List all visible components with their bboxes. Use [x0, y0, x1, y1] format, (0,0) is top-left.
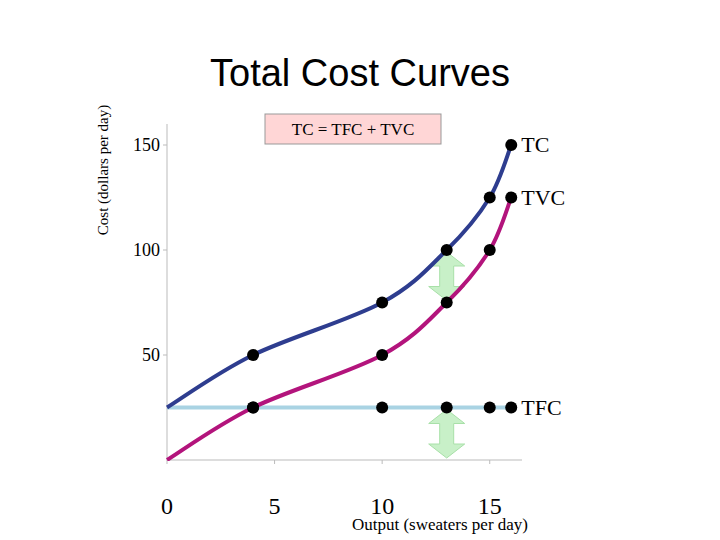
x-tick — [489, 460, 490, 464]
plot-area — [167, 139, 517, 460]
x-tick-label: 10 — [370, 493, 394, 519]
series-line — [167, 406, 511, 410]
series-marker — [247, 402, 259, 414]
series-label: TVC — [521, 185, 565, 210]
x-tick-label: 0 — [161, 493, 173, 519]
series-line — [167, 145, 511, 408]
series-marker — [484, 244, 496, 256]
series-marker — [484, 402, 496, 414]
title: Total Cost Curves — [210, 52, 510, 94]
series-marker — [441, 402, 453, 414]
y-tick-label: 150 — [133, 135, 160, 155]
x-tick — [274, 460, 275, 464]
x-tick — [382, 460, 383, 464]
y-tick — [163, 145, 167, 146]
y-tick-label: 50 — [142, 345, 160, 365]
annotation-text: TC = TFC + TVC — [292, 120, 414, 139]
series-marker — [505, 192, 517, 204]
y-tick — [163, 250, 167, 251]
chart: Total Cost CurvesCost (dollars per day)O… — [0, 0, 720, 540]
x-axis — [167, 460, 522, 461]
arrow-shape — [429, 410, 465, 459]
x-tick-label: 5 — [269, 493, 281, 519]
chart-root: Total Cost CurvesCost (dollars per day)O… — [0, 0, 720, 540]
series-marker — [247, 349, 259, 361]
series-marker — [376, 297, 388, 309]
annotation: TC = TFC + TVC — [265, 114, 441, 144]
series-marker — [484, 192, 496, 204]
series-marker — [376, 349, 388, 361]
gap-arrow — [429, 410, 465, 459]
y-label: Cost (dollars per day) — [95, 105, 112, 235]
series-marker — [247, 402, 259, 414]
series-label: TFC — [521, 395, 561, 420]
y-axis — [167, 124, 168, 460]
y-tick-label: 100 — [133, 240, 160, 260]
y-tick — [163, 355, 167, 356]
x-tick — [167, 460, 168, 464]
series-marker — [376, 402, 388, 414]
series-marker — [505, 402, 517, 414]
annotation-box — [265, 114, 441, 144]
series-marker — [505, 139, 517, 151]
series-label: TC — [521, 132, 549, 157]
gap-arrow — [429, 252, 465, 301]
series-marker — [441, 297, 453, 309]
x-tick-label: 15 — [478, 493, 502, 519]
series-marker — [441, 244, 453, 256]
arrow-shape — [429, 252, 465, 301]
